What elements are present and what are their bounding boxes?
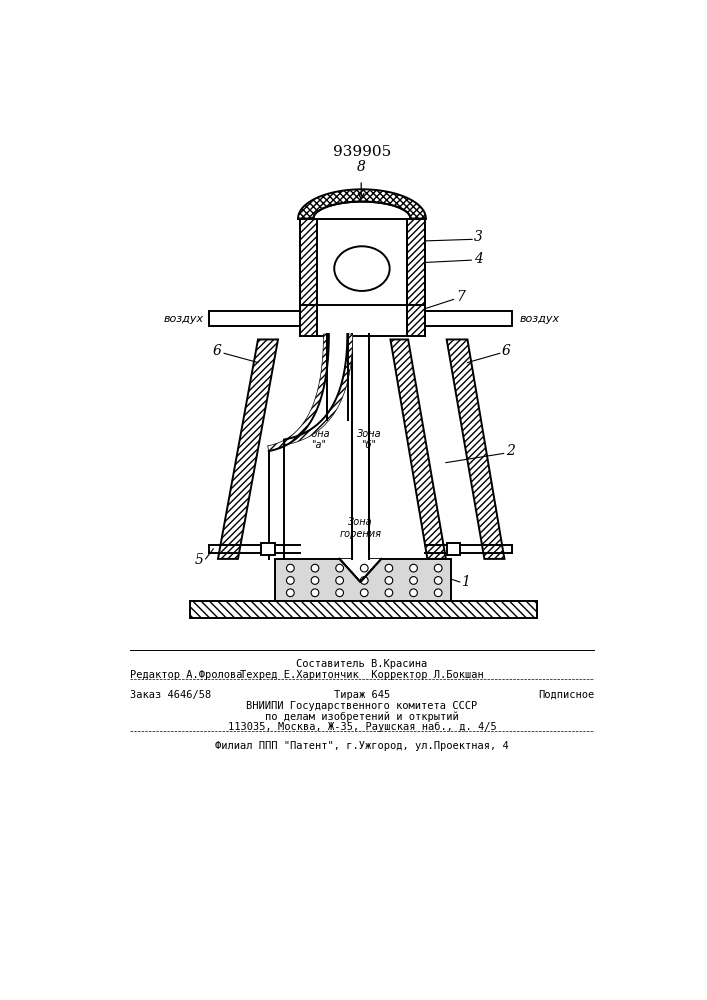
Polygon shape	[298, 189, 426, 219]
Polygon shape	[339, 559, 381, 582]
Circle shape	[336, 577, 344, 584]
Text: Заказ 4646/58: Заказ 4646/58	[130, 690, 211, 700]
Text: Тираж 645: Тираж 645	[334, 690, 390, 700]
Polygon shape	[447, 339, 504, 559]
Circle shape	[286, 577, 294, 584]
Text: Филиал ППП "Патент", г.Ужгород, ул.Проектная, 4: Филиал ППП "Патент", г.Ужгород, ул.Проек…	[215, 741, 509, 751]
Text: Зона
горения: Зона горения	[339, 517, 381, 539]
Circle shape	[311, 564, 319, 572]
Circle shape	[361, 589, 368, 597]
Text: 113035, Москва, Ж-35, Раушская наб., д. 4/5: 113035, Москва, Ж-35, Раушская наб., д. …	[228, 722, 496, 732]
Text: Составитель В.Красина: Составитель В.Красина	[296, 659, 428, 669]
Circle shape	[311, 589, 319, 597]
Circle shape	[286, 589, 294, 597]
Polygon shape	[390, 339, 446, 559]
Circle shape	[361, 564, 368, 572]
Text: Зона
"б": Зона "б"	[356, 429, 381, 450]
Circle shape	[434, 589, 442, 597]
Circle shape	[336, 589, 344, 597]
Text: Редактор А.Фролова: Редактор А.Фролова	[130, 670, 243, 680]
Text: 4: 4	[474, 252, 482, 266]
Polygon shape	[447, 543, 460, 555]
Polygon shape	[425, 311, 512, 326]
Text: 6: 6	[502, 344, 511, 358]
Polygon shape	[284, 334, 353, 445]
Circle shape	[336, 564, 344, 572]
Polygon shape	[317, 219, 407, 305]
Text: 6: 6	[212, 344, 221, 358]
Polygon shape	[407, 305, 425, 336]
Polygon shape	[268, 334, 329, 451]
Polygon shape	[190, 601, 537, 618]
Circle shape	[409, 564, 417, 572]
Circle shape	[385, 577, 393, 584]
Circle shape	[409, 577, 417, 584]
Polygon shape	[218, 339, 278, 559]
Polygon shape	[352, 334, 369, 559]
Polygon shape	[209, 311, 300, 326]
Circle shape	[286, 564, 294, 572]
Text: ВНИИПИ Государственного комитета СССР: ВНИИПИ Государственного комитета СССР	[246, 701, 477, 711]
Polygon shape	[275, 559, 450, 601]
Circle shape	[385, 589, 393, 597]
Circle shape	[434, 577, 442, 584]
Polygon shape	[300, 305, 317, 336]
Text: 5: 5	[194, 553, 204, 567]
Text: Техред Е.Харитончик  Корректор Л.Бокшан: Техред Е.Харитончик Корректор Л.Бокшан	[240, 670, 484, 680]
Circle shape	[311, 577, 319, 584]
Ellipse shape	[334, 246, 390, 291]
Text: 1: 1	[461, 575, 470, 589]
Text: воздух: воздух	[164, 314, 204, 324]
Polygon shape	[407, 219, 425, 305]
Text: по делам изобретений и открытий: по делам изобретений и открытий	[265, 711, 459, 722]
Text: 8: 8	[357, 160, 366, 174]
Text: воздух: воздух	[520, 314, 560, 324]
Text: Подписное: Подписное	[538, 690, 595, 700]
Text: 3: 3	[474, 230, 482, 244]
Circle shape	[385, 564, 393, 572]
Polygon shape	[261, 543, 275, 555]
Circle shape	[409, 589, 417, 597]
Polygon shape	[300, 219, 317, 305]
Circle shape	[434, 564, 442, 572]
Text: 2: 2	[506, 444, 515, 458]
Text: 7: 7	[456, 290, 464, 304]
Polygon shape	[269, 334, 347, 451]
Circle shape	[361, 577, 368, 584]
Text: Зона
"а": Зона "а"	[305, 429, 330, 450]
Text: 939905: 939905	[333, 145, 391, 159]
